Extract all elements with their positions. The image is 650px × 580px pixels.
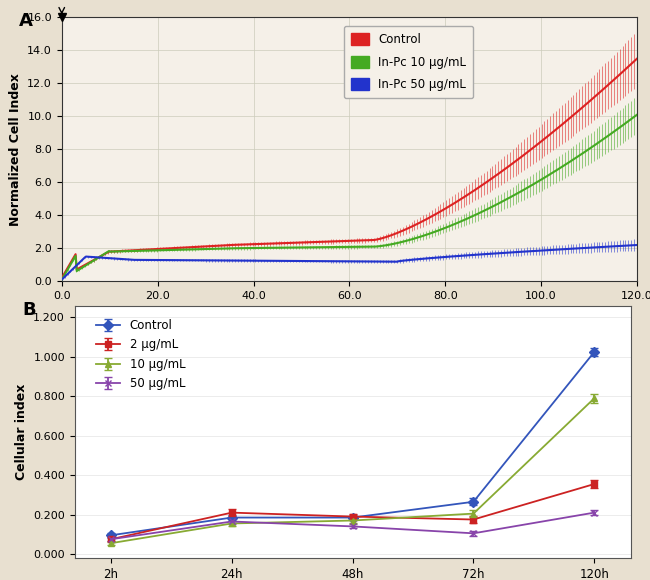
X-axis label: Time (Hour): Time (Hour) xyxy=(307,307,391,320)
Y-axis label: Normalized Cell Index: Normalized Cell Index xyxy=(8,73,21,226)
Y-axis label: Cellular index: Cellular index xyxy=(15,383,28,480)
Text: B: B xyxy=(22,300,36,318)
Legend: Control, 2 μg/mL, 10 μg/mL, 50 μg/mL: Control, 2 μg/mL, 10 μg/mL, 50 μg/mL xyxy=(92,314,190,395)
Text: A: A xyxy=(19,12,32,30)
Legend: Control, In-Pc 10 μg/mL, In-Pc 50 μg/mL: Control, In-Pc 10 μg/mL, In-Pc 50 μg/mL xyxy=(344,26,473,98)
